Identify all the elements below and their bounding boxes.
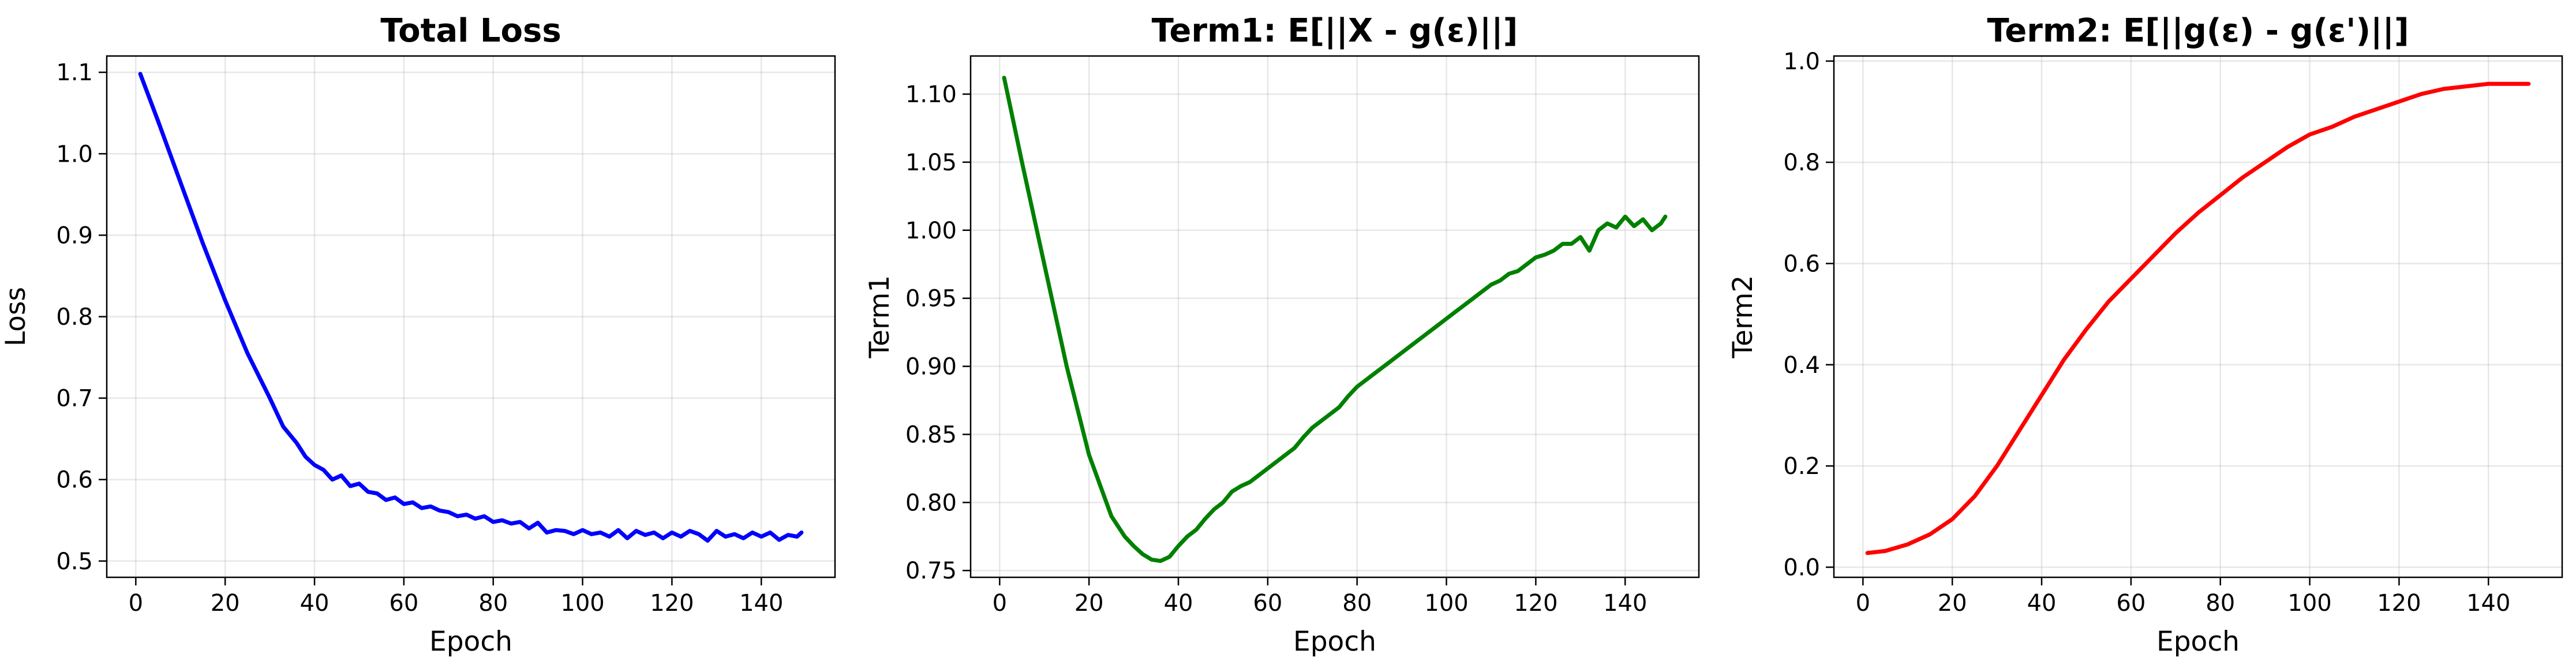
- panel-1-x-axis-label: Epoch: [429, 626, 512, 658]
- panel-3-x-tick-label: 60: [2116, 590, 2146, 617]
- panel-3-axes-frame: [1833, 55, 2563, 578]
- panel-1-plot-area: [107, 56, 835, 577]
- panel-2-y-tick-label: 1.05: [905, 150, 957, 176]
- panel-3-title: Term2: E[||g(ε) - g(ε')||]: [1987, 12, 2409, 50]
- panel-1-y-tick-label: 0.9: [56, 222, 93, 249]
- panel-2-y-tick-label: 0.85: [905, 421, 957, 448]
- panel-1-x-tick-label: 140: [739, 590, 783, 617]
- panel-2-y-tick-label: 0.80: [905, 490, 957, 516]
- panel-3-series-line: [1865, 81, 2531, 555]
- panel-2-x-tick-label: 60: [1253, 590, 1282, 617]
- panel-1-x-tick-label: 120: [650, 590, 694, 617]
- panel-1-x-tick-label: 0: [129, 590, 143, 617]
- panel-1-title: Total Loss: [380, 12, 561, 50]
- panel-2-plot-area: [971, 56, 1699, 577]
- panel-1-y-tick-label: 1.0: [56, 141, 93, 167]
- panel-3-y-tick-label: 0.6: [1783, 251, 1820, 277]
- panel-1-y-axis-label: Loss: [0, 287, 32, 346]
- panel-3-x-tick-label: 100: [2287, 590, 2331, 617]
- panel-2-x-axis-label: Epoch: [1293, 626, 1376, 658]
- panel-2-y-axis-label: Term1: [864, 275, 896, 359]
- panel-2-y-tick-label: 0.95: [905, 286, 957, 312]
- panel-2-y-tick-label: 0.75: [905, 558, 957, 584]
- panel-1-x-tick-label: 40: [300, 590, 330, 617]
- panel-3-x-tick-label: 80: [2206, 590, 2235, 617]
- panel-1-y-tick-label: 0.7: [56, 386, 93, 412]
- panel-2-y-tick-label: 1.00: [905, 218, 957, 244]
- panel-3-y-tick-label: 0.0: [1783, 554, 1820, 581]
- panel-2-x-tick-label: 140: [1603, 590, 1647, 617]
- panel-3-y-tick-label: 1.0: [1783, 48, 1820, 75]
- panel-2-x-tick-label: 80: [1342, 590, 1372, 617]
- panel-1-y-tick-label: 0.5: [56, 548, 93, 575]
- panel-1-x-tick-label: 100: [560, 590, 604, 617]
- panel-3-y-axis-label: Term2: [1727, 275, 1759, 359]
- panel-3-x-tick-label: 120: [2377, 590, 2421, 617]
- panel-1-series-line: [138, 72, 804, 543]
- panel-1-x-tick-label: 20: [211, 590, 240, 617]
- panel-3-x-axis-label: Epoch: [2156, 626, 2240, 658]
- panel-2-axes-frame: [969, 55, 1700, 578]
- panel-3-x-tick-label: 140: [2466, 590, 2510, 617]
- panel-3-x-tick-label: 20: [1938, 590, 1967, 617]
- panel-2-y-tick-label: 1.10: [905, 81, 957, 108]
- panel-3-y-tick-label: 0.4: [1783, 352, 1820, 379]
- panel-2-x-tick-label: 100: [1424, 590, 1468, 617]
- panel-1-y-tick-label: 1.1: [56, 59, 93, 86]
- panel-2-title: Term1: E[||X - g(ε)||]: [1152, 12, 1518, 50]
- panel-1-y-tick-label: 0.8: [56, 304, 93, 331]
- panel-2-x-tick-label: 0: [993, 590, 1007, 617]
- panel-3-x-tick-label: 40: [2027, 590, 2057, 617]
- panel-1-x-tick-label: 80: [478, 590, 508, 617]
- panel-2-x-tick-label: 40: [1164, 590, 1193, 617]
- panel-2-series-line: [1002, 76, 1668, 563]
- panel-2-x-tick-label: 20: [1074, 590, 1104, 617]
- panel-3-y-tick-label: 0.2: [1783, 453, 1820, 480]
- panel-3-x-tick-label: 0: [1856, 590, 1870, 617]
- panel-1-x-tick-label: 60: [389, 590, 418, 617]
- panel-1-y-tick-label: 0.6: [56, 467, 93, 494]
- panel-3-plot-area: [1834, 56, 2562, 577]
- panel-2-x-tick-label: 120: [1514, 590, 1557, 617]
- panel-3-y-tick-label: 0.8: [1783, 150, 1820, 176]
- panel-2-y-tick-label: 0.90: [905, 354, 957, 380]
